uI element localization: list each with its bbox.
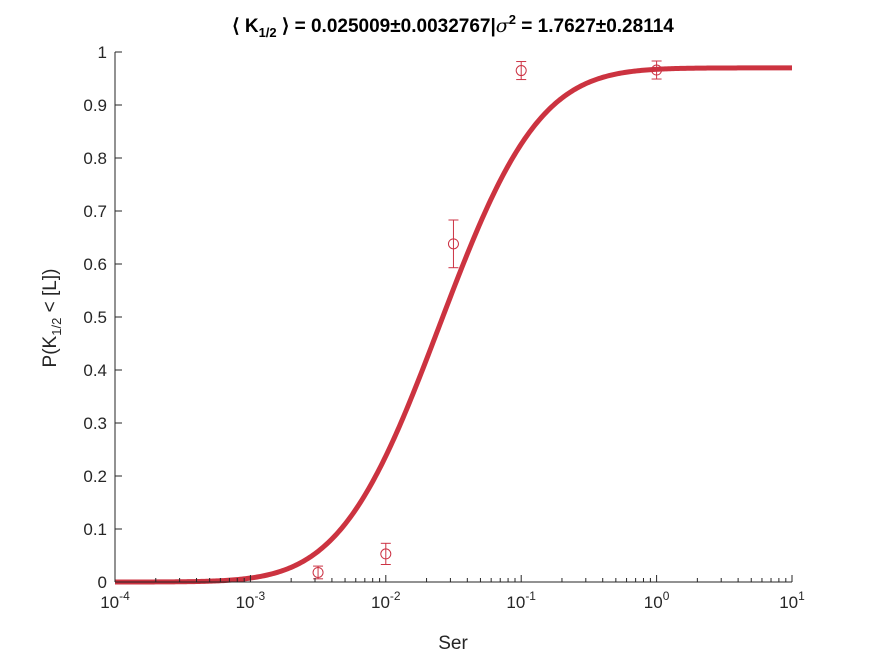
y-tick-label: 0.1: [83, 520, 107, 539]
y-tick-label: 0.3: [83, 414, 107, 433]
x-tick-label: 10-4: [100, 589, 130, 612]
y-tick-label: 0.8: [83, 149, 107, 168]
y-tick-label: 0.7: [83, 202, 107, 221]
data-marker: [380, 548, 392, 560]
data-point: [312, 565, 324, 580]
x-tick-label: 10-1: [506, 589, 536, 612]
data-point: [447, 219, 459, 269]
y-tick-label: 0.6: [83, 255, 107, 274]
x-tick-label: 10-2: [371, 589, 401, 612]
data-marker: [447, 238, 459, 250]
y-tick-label: 0.5: [83, 308, 107, 327]
data-marker: [651, 64, 663, 76]
x-tick-label: 10-3: [236, 589, 266, 612]
x-tick-label: 101: [779, 589, 805, 612]
data-point: [651, 60, 663, 80]
y-axis-label: P(K1/2 < [L]): [40, 269, 64, 368]
y-tick-label: 1: [98, 43, 107, 62]
data-marker: [312, 566, 324, 578]
fit-curve: [114, 65, 793, 585]
data-point: [515, 61, 527, 81]
y-tick-label: 0.4: [83, 361, 107, 380]
chart-title: ⟨ K1/2 ⟩ = 0.025009±0.0032767|σ2 = 1.762…: [232, 12, 674, 40]
data-marker: [515, 65, 527, 77]
y-tick-label: 0: [98, 573, 107, 592]
x-tick-label: 100: [644, 589, 670, 612]
x-axis-label: Ser: [438, 633, 468, 654]
data-point: [380, 542, 392, 566]
y-tick-label: 0.2: [83, 467, 107, 486]
y-tick-label: 0.9: [83, 96, 107, 115]
